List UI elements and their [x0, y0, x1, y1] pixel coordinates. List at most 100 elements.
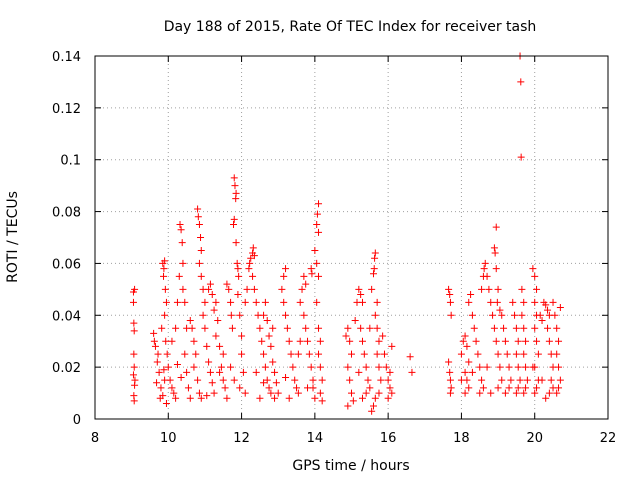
data-point	[483, 272, 491, 280]
data-point	[472, 337, 480, 345]
data-point	[366, 324, 374, 332]
data-point	[315, 228, 323, 236]
data-point	[505, 363, 513, 371]
data-point	[223, 280, 231, 288]
data-point	[186, 394, 194, 402]
data-point	[494, 350, 502, 358]
data-point	[219, 376, 227, 384]
data-point	[357, 324, 365, 332]
data-point	[313, 298, 321, 306]
data-point	[199, 311, 207, 319]
data-point	[256, 394, 264, 402]
y-tick-label: 0.08	[52, 206, 81, 221]
data-point	[545, 389, 553, 397]
data-point	[156, 394, 164, 402]
data-point	[227, 298, 235, 306]
data-point	[130, 350, 138, 358]
data-point	[465, 298, 473, 306]
data-point	[518, 311, 526, 319]
data-point	[371, 249, 379, 257]
data-point	[289, 363, 297, 371]
data-point	[479, 384, 487, 392]
data-point	[468, 368, 476, 376]
data-point	[496, 306, 504, 314]
data-point	[230, 221, 238, 229]
data-point	[260, 379, 268, 387]
data-point	[498, 311, 506, 319]
data-point	[197, 234, 205, 241]
data-point	[179, 285, 187, 293]
data-point	[163, 350, 171, 358]
data-point	[375, 389, 383, 397]
data-point	[461, 368, 469, 376]
data-point	[344, 402, 352, 410]
data-point	[177, 374, 185, 382]
data-point	[490, 244, 498, 252]
data-point	[238, 350, 246, 358]
data-point	[362, 363, 370, 371]
data-point	[348, 350, 355, 358]
data-point	[364, 376, 372, 384]
data-point	[172, 394, 180, 402]
data-point	[445, 285, 453, 293]
data-point	[461, 389, 469, 397]
grid	[95, 56, 608, 419]
data-point	[542, 394, 550, 402]
data-point	[243, 285, 251, 293]
data-point	[490, 324, 498, 332]
data-point	[150, 329, 158, 337]
data-point	[210, 306, 218, 314]
data-point	[533, 285, 541, 293]
data-point	[173, 361, 181, 369]
data-point	[234, 265, 242, 273]
data-point	[154, 350, 162, 358]
data-point	[465, 358, 473, 366]
data-point	[493, 298, 501, 306]
data-point	[158, 324, 166, 332]
data-point	[258, 337, 266, 345]
data-point	[315, 350, 323, 358]
x-tick-label: 12	[233, 431, 250, 446]
data-point	[476, 363, 484, 371]
data-point	[245, 265, 253, 273]
data-point	[518, 285, 526, 293]
data-point	[267, 389, 275, 397]
data-point	[358, 394, 366, 402]
data-point	[370, 265, 378, 273]
data-point	[553, 324, 561, 332]
data-point	[168, 337, 176, 345]
data-point	[166, 376, 174, 384]
data-point	[178, 239, 186, 247]
data-point	[313, 221, 321, 229]
data-point	[261, 363, 269, 371]
data-point	[492, 223, 500, 231]
data-point	[309, 384, 317, 392]
data-point	[247, 254, 255, 262]
data-point	[377, 376, 385, 384]
data-point	[531, 324, 539, 332]
data-point	[307, 363, 315, 371]
data-point	[190, 363, 198, 371]
data-point	[501, 337, 509, 345]
data-point	[517, 78, 525, 86]
y-tick-label: 0.06	[52, 257, 81, 272]
x-tick-label: 18	[453, 431, 470, 446]
data-point	[520, 298, 528, 306]
data-point	[467, 291, 475, 299]
data-point	[265, 332, 273, 340]
data-point	[271, 368, 279, 376]
data-point	[305, 350, 313, 358]
data-point	[318, 397, 326, 405]
data-point	[494, 285, 502, 293]
y-tick-label: 0.12	[52, 102, 81, 117]
data-point	[371, 254, 379, 262]
data-point	[362, 389, 370, 397]
data-point	[170, 389, 178, 397]
data-point	[542, 301, 550, 309]
data-point	[153, 379, 161, 387]
data-point	[194, 205, 202, 213]
y-axis-label: ROTI / TECUs	[5, 191, 21, 283]
data-point	[313, 210, 321, 218]
data-point	[373, 350, 381, 358]
data-point	[219, 350, 227, 358]
